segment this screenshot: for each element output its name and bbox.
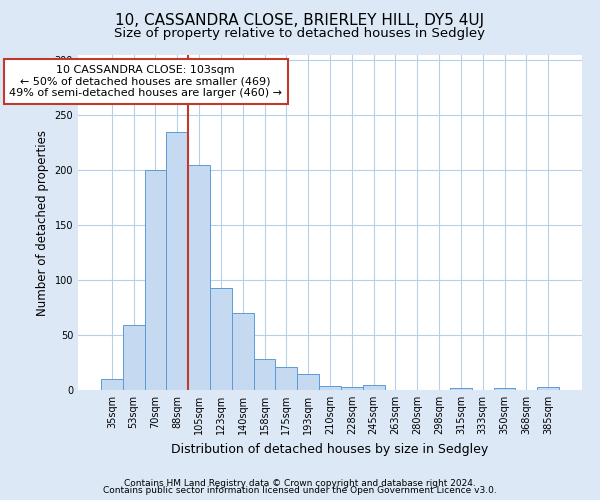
Text: Size of property relative to detached houses in Sedgley: Size of property relative to detached ho… <box>115 28 485 40</box>
Bar <box>166 132 188 390</box>
Bar <box>319 386 341 390</box>
Bar <box>188 165 210 390</box>
Bar <box>363 384 385 390</box>
Bar <box>123 325 145 390</box>
Bar <box>145 170 166 390</box>
Bar <box>101 379 123 390</box>
Bar <box>254 359 275 390</box>
Bar <box>537 386 559 390</box>
Bar <box>450 388 472 390</box>
Text: 10, CASSANDRA CLOSE, BRIERLEY HILL, DY5 4UJ: 10, CASSANDRA CLOSE, BRIERLEY HILL, DY5 … <box>115 12 485 28</box>
Bar <box>232 313 254 390</box>
Text: 10 CASSANDRA CLOSE: 103sqm
← 50% of detached houses are smaller (469)
49% of sem: 10 CASSANDRA CLOSE: 103sqm ← 50% of deta… <box>9 65 282 98</box>
Bar <box>275 367 297 390</box>
Y-axis label: Number of detached properties: Number of detached properties <box>36 130 49 316</box>
Bar <box>341 386 363 390</box>
Bar <box>494 388 515 390</box>
Text: Contains HM Land Registry data © Crown copyright and database right 2024.: Contains HM Land Registry data © Crown c… <box>124 478 476 488</box>
Bar <box>297 374 319 390</box>
Text: Contains public sector information licensed under the Open Government Licence v3: Contains public sector information licen… <box>103 486 497 495</box>
Bar <box>210 288 232 390</box>
X-axis label: Distribution of detached houses by size in Sedgley: Distribution of detached houses by size … <box>172 442 488 456</box>
